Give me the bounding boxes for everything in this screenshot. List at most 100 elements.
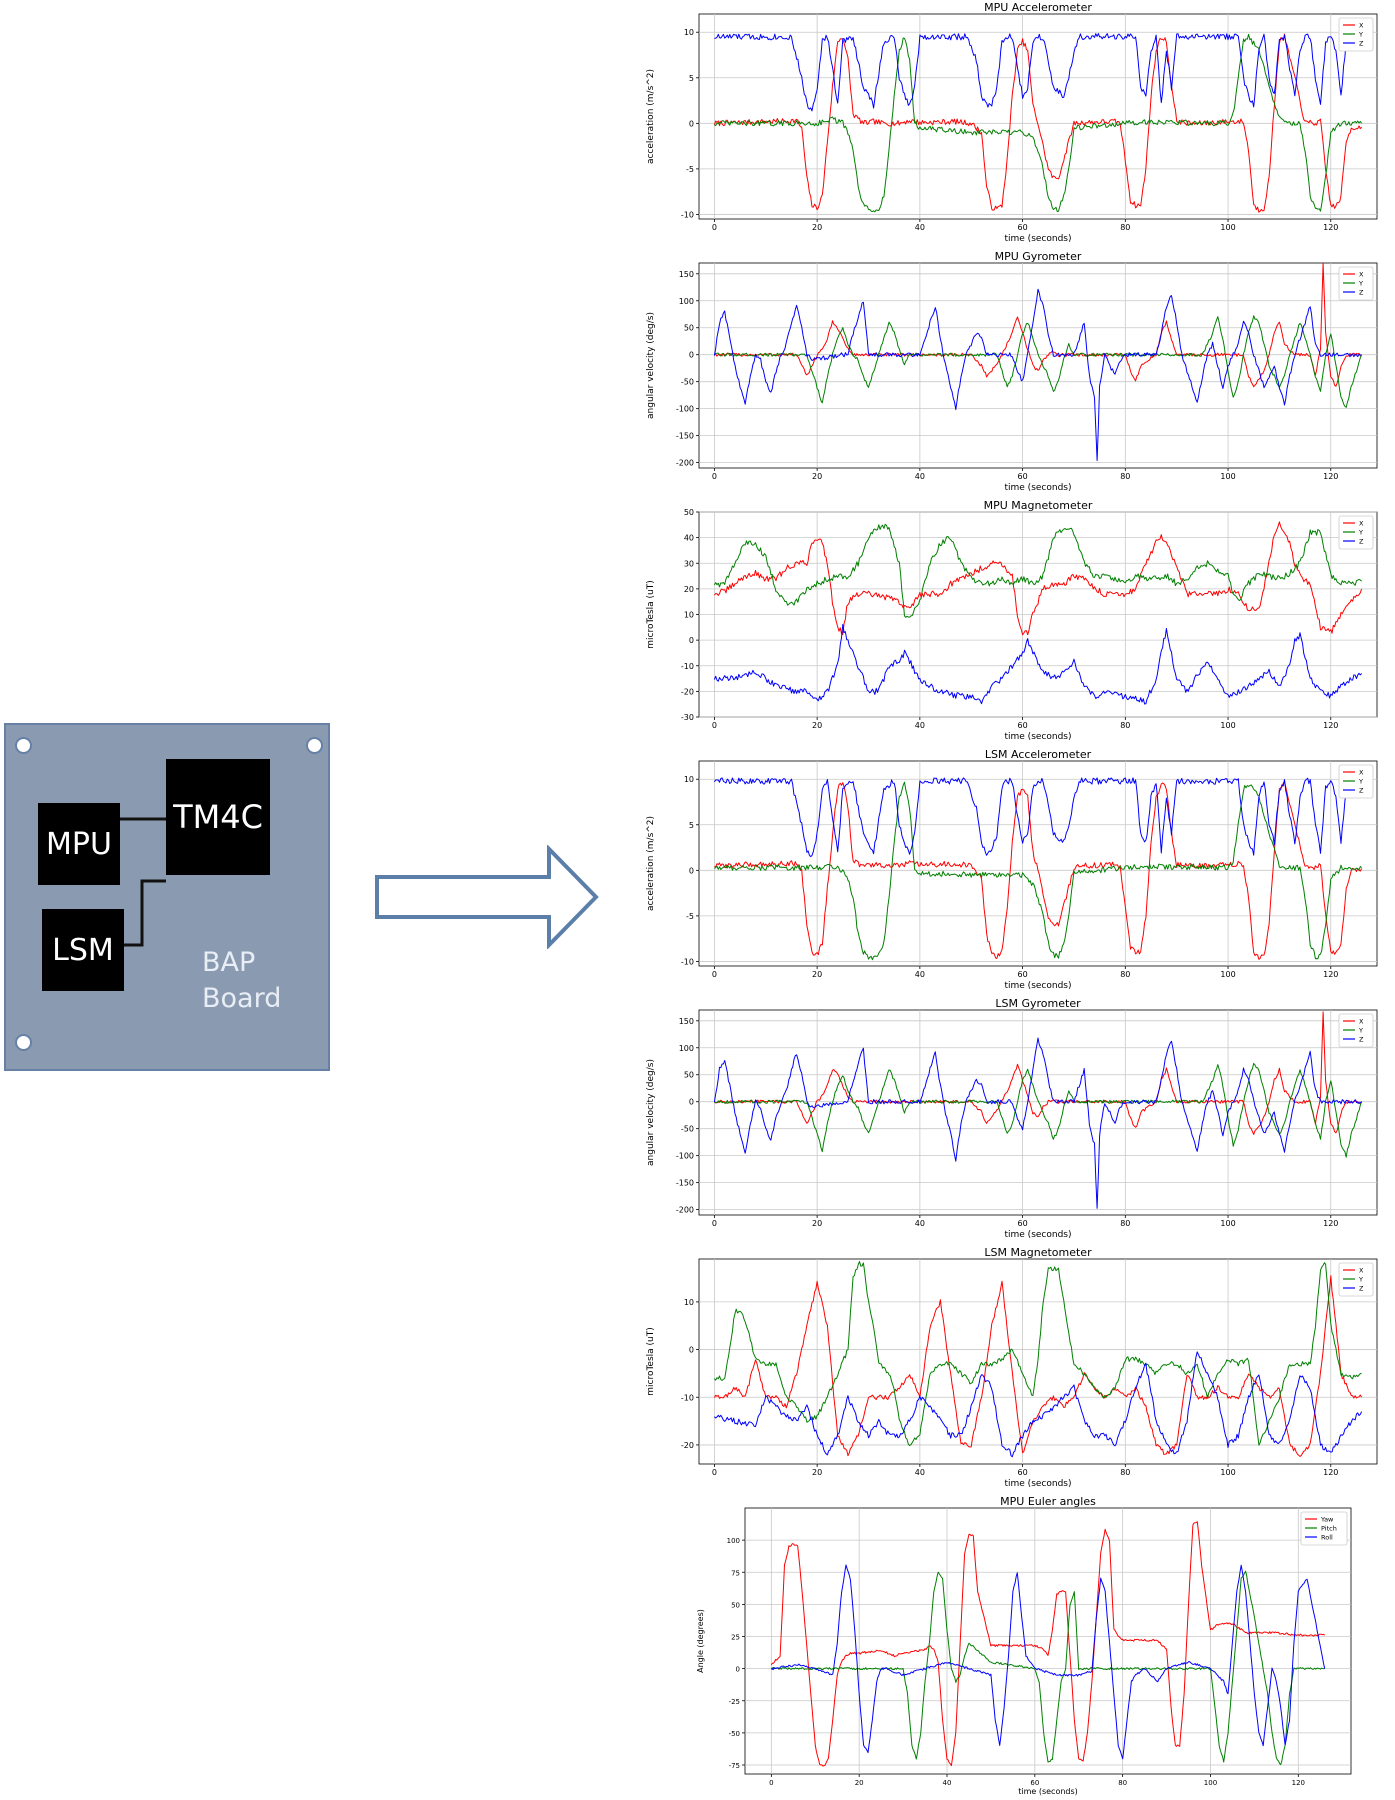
x-tick-label: 40 [915, 1219, 925, 1228]
legend-label-x: X [1359, 271, 1364, 279]
legend-label-y: Y [1358, 1027, 1363, 1035]
y-tick-label: -10 [681, 662, 694, 671]
series-line-pitch [770, 1570, 1325, 1766]
legend-label-x: X [1359, 1018, 1364, 1026]
y-tick-label: 10 [684, 28, 694, 37]
legend-label-y: Y [1358, 529, 1363, 537]
chart-lsm-magnetometer: LSM Magnetometer 0 20 40 60 80 100 120 -20 -10 0 10… [635, 1245, 1395, 1492]
y-tick-label: 5 [689, 74, 694, 83]
y-tick-label: 0 [689, 1098, 694, 1107]
chart-lsm-accelerometer: LSM Accelerometer 0 20 40 60 80 100 120 -10 -5 0 5 1… [635, 747, 1395, 994]
x-axis-label: time (seconds) [1004, 981, 1071, 991]
y-tick-label: -30 [681, 713, 694, 722]
x-tick-label: 0 [769, 1779, 773, 1787]
y-tick-label: -75 [729, 1762, 740, 1770]
x-tick-label: 60 [1017, 472, 1027, 481]
chart-mpu-magnetometer: MPU Magnetometer 0 20 40 60 80 100 120 -30 -20 -10… [635, 498, 1395, 745]
x-tick-label: 100 [1220, 721, 1235, 730]
series-line-z [713, 288, 1362, 461]
x-tick-label: 60 [1017, 223, 1027, 232]
y-tick-label: -50 [729, 1730, 740, 1738]
y-tick-label: 5 [689, 821, 694, 830]
x-tick-label: 100 [1204, 1779, 1217, 1787]
x-tick-label: 120 [1292, 1779, 1305, 1787]
x-tick-label: 100 [1220, 970, 1235, 979]
mount-hole-icon [15, 737, 32, 754]
x-tick-label: 20 [812, 721, 822, 730]
x-tick-label: 100 [1220, 1468, 1235, 1477]
x-tick-label: 0 [712, 1468, 717, 1477]
x-tick-label: 20 [812, 223, 822, 232]
y-tick-label: 30 [684, 559, 694, 568]
y-tick-label: -10 [681, 957, 694, 966]
x-tick-label: 0 [712, 1219, 717, 1228]
x-tick-label: 40 [943, 1779, 952, 1787]
y-tick-label: 100 [679, 297, 694, 306]
legend-label-y: Y [1358, 280, 1363, 288]
chart-title: LSM Accelerometer [985, 748, 1092, 761]
y-axis-label: microTesla (uT) [646, 1327, 656, 1396]
chart-title: LSM Gyrometer [995, 997, 1081, 1010]
y-tick-label: 25 [731, 1634, 740, 1642]
tm4c-chip: TM4C [166, 759, 270, 875]
y-tick-label: -25 [729, 1698, 740, 1706]
y-axis-label: angular velocity (deg/s) [646, 1059, 656, 1166]
legend-label-z: Z [1359, 40, 1364, 48]
series-line-z [714, 1351, 1363, 1458]
x-tick-label: 120 [1323, 472, 1338, 481]
legend-label-x: X [1359, 1267, 1364, 1275]
x-tick-label: 80 [1120, 1219, 1130, 1228]
y-tick-label: -5 [686, 165, 694, 174]
x-tick-label: 20 [855, 1779, 864, 1787]
y-tick-label: 0 [689, 351, 694, 360]
x-tick-label: 20 [812, 1468, 822, 1477]
plot-frame [698, 262, 1378, 469]
x-tick-label: 40 [915, 472, 925, 481]
y-tick-label: 150 [679, 270, 694, 279]
y-tick-label: 50 [684, 508, 694, 517]
x-tick-label: 80 [1120, 472, 1130, 481]
chart-mpu-euler-angles: MPU Euler angles 0 20 40 60 80 100 120 -75 -50 -25… [635, 1494, 1395, 1796]
x-tick-label: 80 [1120, 1468, 1130, 1477]
legend-label-z: Z [1359, 787, 1364, 795]
x-tick-label: 80 [1120, 721, 1130, 730]
x-tick-label: 120 [1323, 1468, 1338, 1477]
legend-label-x: X [1359, 22, 1364, 30]
y-tick-label: 20 [684, 585, 694, 594]
x-tick-label: 20 [812, 1219, 822, 1228]
x-tick-label: 0 [712, 223, 717, 232]
chart-svg: LSM Accelerometer 0 20 40 60 80 100 120 -10 -5 0 5 1… [646, 748, 1378, 991]
y-tick-label: -50 [681, 1125, 694, 1134]
series-line-z [713, 1037, 1362, 1209]
x-tick-label: 20 [812, 970, 822, 979]
y-tick-label: 40 [684, 534, 694, 543]
x-axis-label: time (seconds) [1004, 732, 1071, 742]
right-arrow-icon [375, 845, 599, 949]
x-tick-label: 60 [1030, 1779, 1039, 1787]
chart-title: MPU Magnetometer [984, 499, 1093, 512]
x-tick-label: 100 [1220, 1219, 1235, 1228]
y-tick-label: 0 [689, 866, 694, 875]
chart-svg: MPU Euler angles 0 20 40 60 80 100 120 -75 -50 -25… [696, 1495, 1352, 1796]
lsm-chip: LSM [42, 909, 124, 991]
x-axis-label: time (seconds) [1018, 1787, 1078, 1796]
y-tick-label: -5 [686, 912, 694, 921]
x-tick-label: 60 [1017, 1219, 1027, 1228]
bap-board: MPU TM4C LSM BAP Board [4, 723, 330, 1071]
legend-label-y: Y [1358, 31, 1363, 39]
lsm-chip-label: LSM [52, 932, 114, 968]
y-axis-label: angular velocity (deg/s) [646, 312, 656, 419]
x-tick-label: 120 [1323, 721, 1338, 730]
y-tick-label: -50 [681, 378, 694, 387]
x-axis-label: time (seconds) [1004, 1230, 1071, 1240]
y-tick-label: 0 [689, 119, 694, 128]
series-line-z [713, 777, 1362, 858]
x-tick-label: 40 [915, 1468, 925, 1477]
y-tick-label: 0 [689, 636, 694, 645]
y-tick-label: -20 [681, 1441, 694, 1450]
y-tick-label: -150 [676, 432, 694, 441]
chart-svg: MPU Gyrometer 0 20 40 60 80 100 120 -200 -150 -100… [646, 250, 1378, 493]
y-tick-label: -10 [681, 210, 694, 219]
y-tick-label: 10 [684, 775, 694, 784]
